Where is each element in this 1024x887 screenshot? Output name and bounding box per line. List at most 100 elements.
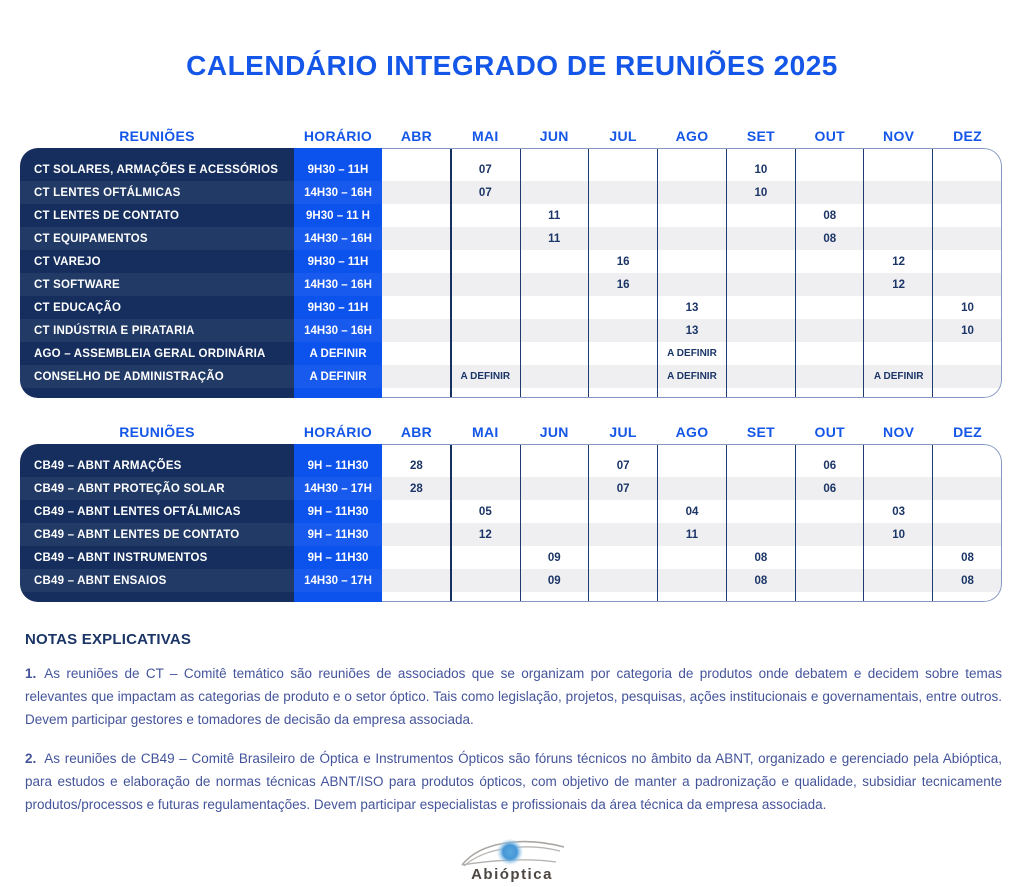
month-header-jun: JUN: [539, 424, 569, 440]
meeting-name: CT VAREJO: [34, 255, 101, 268]
meeting-date-cell: [657, 273, 727, 296]
note-item-2: 2. As reuniões de CB49 – Comitê Brasileir…: [25, 747, 1002, 816]
meeting-date-cell: [451, 546, 520, 569]
table-row: CT LENTES DE CONTATO 9H30 – 11 H 11 08: [20, 204, 1002, 227]
abioptica-logo: Abióptica: [452, 832, 572, 883]
meeting-date-cell: [933, 365, 1002, 388]
month-header-out: OUT: [814, 128, 845, 144]
meeting-date-cell: [864, 569, 934, 592]
meeting-date-cell: [589, 500, 658, 523]
meeting-date-cell: [520, 250, 589, 273]
month-header-mai: MAI: [472, 424, 499, 440]
meeting-time: 9H30 – 11H: [307, 301, 369, 314]
meeting-date-cell: [382, 204, 451, 227]
meeting-date-cell: 06: [795, 477, 865, 500]
meeting-date-cell: 10: [754, 163, 768, 176]
meeting-date-cell: [933, 273, 1002, 296]
table-row: CT EDUCAÇÃO 9H30 – 11H 13 10: [20, 296, 1002, 319]
meeting-date-cell: [589, 296, 658, 319]
meeting-date-cell: [795, 158, 864, 181]
time-column-header: HORÁRIO: [303, 424, 373, 440]
meeting-date-cell: 08: [933, 569, 1002, 592]
meeting-date-cell: [520, 500, 589, 523]
meeting-date-cell: 07: [478, 163, 492, 176]
page-title: CALENDÁRIO INTEGRADO DE REUNIÕES 2025: [186, 50, 838, 81]
meeting-date-cell: 08: [823, 209, 837, 222]
time-column-background: [294, 148, 382, 398]
meeting-date-cell: [795, 342, 864, 365]
meetings-column-background: [20, 444, 294, 602]
meeting-date-cell: 11: [548, 209, 561, 222]
meeting-date-cell: [382, 319, 451, 342]
meeting-date-cell: [450, 227, 520, 250]
meeting-time: 14H30 – 17H: [294, 477, 382, 500]
meeting-date-cell: [864, 319, 934, 342]
meeting-date-cell: [451, 250, 520, 273]
table-row: CONSELHO DE ADMINISTRAÇÃO A DEFINIR A DEFI…: [20, 365, 1002, 388]
meeting-date-cell: 10: [864, 523, 934, 546]
meeting-date-cell: [588, 181, 658, 204]
month-header-nov: NOV: [883, 128, 915, 144]
meeting-date-cell: 08: [961, 551, 974, 564]
meeting-date-cell: [726, 273, 796, 296]
meeting-date-cell: [519, 523, 589, 546]
meeting-date-cell: 10: [961, 301, 974, 314]
meeting-date-cell: [795, 319, 865, 342]
meeting-time: 14H30 – 16H: [294, 273, 382, 296]
month-header-set: SET: [746, 424, 775, 440]
meeting-date-cell: [382, 523, 451, 546]
meeting-date-cell: [519, 319, 589, 342]
meeting-date-cell: 13: [685, 301, 699, 314]
meeting-name: CT INDÚSTRIA E PIRATARIA: [20, 319, 294, 342]
meeting-name: CB49 – ABNT INSTRUMENTOS: [34, 551, 208, 564]
note-item-1: 1. As reuniões de CT – Comitê temático sã…: [25, 662, 1002, 731]
meeting-date-cell: [795, 273, 865, 296]
note-number: 1.: [25, 666, 37, 681]
month-header-set: SET: [746, 128, 775, 144]
meeting-time: 9H – 11H30: [307, 505, 369, 518]
meeting-name: CONSELHO DE ADMINISTRAÇÃO: [20, 365, 294, 388]
meeting-date-cell: 08: [795, 227, 865, 250]
table-row: CB49 – ABNT PROTEÇÃO SOLAR 14H30 – 17H 28 0…: [20, 477, 1002, 500]
meeting-time: 9H30 – 11H: [307, 163, 369, 176]
table-row: CB49 – ABNT LENTES DE CONTATO 9H – 11H30 1…: [20, 523, 1002, 546]
meeting-date-cell: 28: [382, 477, 451, 500]
meeting-name: CB49 – ABNT LENTES OFTÁLMICAS: [34, 505, 241, 518]
meeting-date-cell: A DEFINIR: [450, 365, 520, 388]
meeting-date-cell: [589, 546, 658, 569]
meeting-date-cell: 07: [450, 181, 520, 204]
meeting-date-cell: [382, 500, 451, 523]
meeting-date-cell: [520, 454, 589, 477]
ct-meetings-table: REUNIÕES HORÁRIO ABR MAI JUN JUL AGO SET OUT NO…: [20, 124, 1002, 398]
meetings-column-header: REUNIÕES: [119, 424, 195, 440]
month-header-dez: DEZ: [953, 424, 982, 440]
meeting-date-cell: [658, 158, 727, 181]
meeting-name: CT EDUCAÇÃO: [34, 301, 122, 314]
meeting-date-cell: [382, 273, 451, 296]
meeting-date-cell: [795, 569, 865, 592]
table-body: CB49 – ABNT ARMAÇÕES 9H – 11H30 28 07 06 CB49…: [20, 444, 1002, 602]
meeting-date-cell: 08: [754, 551, 768, 564]
table-header: REUNIÕES HORÁRIO ABR MAI JUN JUL AGO SET OUT NO…: [20, 124, 1002, 148]
meeting-name: CB49 – ABNT LENTES DE CONTATO: [20, 523, 294, 546]
meeting-date-cell: [588, 319, 658, 342]
meeting-time: 9H – 11H30: [294, 523, 382, 546]
meeting-date-cell: [450, 477, 520, 500]
meeting-date-cell: [451, 204, 520, 227]
meeting-date-cell: [382, 342, 451, 365]
meeting-date-cell: A DEFINIR: [657, 365, 727, 388]
meeting-time: 9H30 – 11H: [307, 255, 369, 268]
meeting-date-cell: 10: [933, 319, 1002, 342]
meeting-date-cell: [933, 250, 1002, 273]
meeting-date-cell: 06: [823, 459, 837, 472]
meeting-date-cell: [658, 546, 727, 569]
meeting-date-cell: [864, 454, 933, 477]
meeting-name: CT SOLARES, ARMAÇÕES E ACESSÓRIOS: [34, 163, 279, 176]
meeting-date-cell: 12: [892, 255, 906, 268]
meeting-date-cell: [588, 227, 658, 250]
meeting-date-cell: [726, 319, 796, 342]
meeting-name: CT LENTES OFTÁLMICAS: [20, 181, 294, 204]
meeting-date-cell: [864, 342, 933, 365]
meeting-date-cell: [451, 342, 520, 365]
time-column-background: [294, 444, 382, 602]
